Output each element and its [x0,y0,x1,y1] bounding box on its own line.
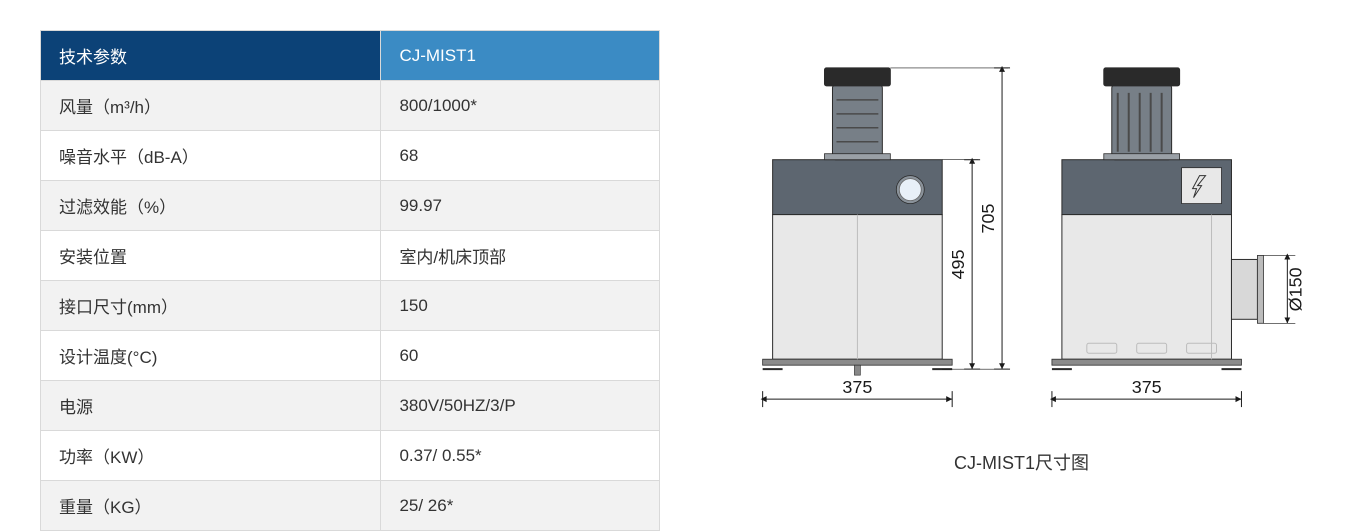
table-row: 过滤效能（%）99.97 [41,181,660,231]
table-header-row: 技术参数 CJ-MIST1 [41,31,660,81]
table-cell-param: 功率（KW） [41,431,381,481]
table-cell-param: 风量（m³/h） [41,81,381,131]
table-cell-value: 800/1000* [381,81,660,131]
dimension-diagram: 375 375 495 705 Ø150 [742,40,1302,439]
table-row: 接口尺寸(mm）150 [41,281,660,331]
table-row: 重量（KG）25/ 26* [41,481,660,531]
table-cell-value: 99.97 [381,181,660,231]
svg-text:495: 495 [948,249,968,279]
table-cell-param: 重量（KG） [41,481,381,531]
table-header-model: CJ-MIST1 [381,31,660,81]
table-header-param: 技术参数 [41,31,381,81]
table-cell-param: 安装位置 [41,231,381,281]
table-cell-param: 过滤效能（%） [41,181,381,231]
dimension-diagram-container: 375 375 495 705 Ø150 CJ-MIST1尺寸图 [720,30,1323,475]
svg-text:Ø150: Ø150 [1285,267,1302,311]
diagram-caption: CJ-MIST1尺寸图 [954,449,1089,475]
table-cell-param: 噪音水平（dB-A） [41,131,381,181]
table-cell-value: 0.37/ 0.55* [381,431,660,481]
svg-text:705: 705 [978,204,998,234]
table-cell-value: 380V/50HZ/3/P [381,381,660,431]
spec-table: 技术参数 CJ-MIST1 风量（m³/h）800/1000*噪音水平（dB-A… [40,30,660,531]
table-row: 噪音水平（dB-A）68 [41,131,660,181]
table-cell-param: 电源 [41,381,381,431]
table-cell-value: 150 [381,281,660,331]
table-row: 安装位置室内/机床顶部 [41,231,660,281]
table-cell-value: 室内/机床顶部 [381,231,660,281]
table-cell-value: 60 [381,331,660,381]
table-row: 功率（KW）0.37/ 0.55* [41,431,660,481]
table-cell-value: 68 [381,131,660,181]
svg-text:375: 375 [1131,377,1161,397]
svg-text:375: 375 [842,377,872,397]
table-cell-param: 接口尺寸(mm） [41,281,381,331]
table-row: 电源380V/50HZ/3/P [41,381,660,431]
table-cell-value: 25/ 26* [381,481,660,531]
table-cell-param: 设计温度(°C) [41,331,381,381]
spec-table-container: 技术参数 CJ-MIST1 风量（m³/h）800/1000*噪音水平（dB-A… [40,30,660,475]
table-row: 设计温度(°C)60 [41,331,660,381]
table-row: 风量（m³/h）800/1000* [41,81,660,131]
